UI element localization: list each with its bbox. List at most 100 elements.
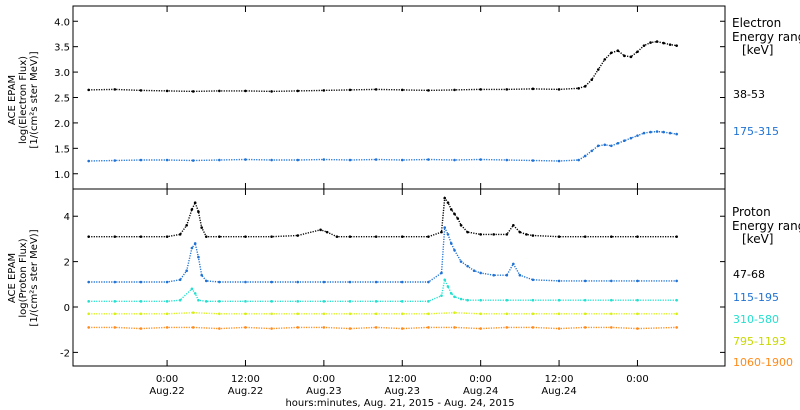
proton-series-2-point bbox=[557, 298, 561, 302]
proton-series-1-point bbox=[440, 271, 443, 275]
electron-ytick-label: 4.0 bbox=[54, 17, 70, 28]
proton-series-4-point bbox=[557, 327, 561, 330]
proton-series-2-point bbox=[374, 300, 378, 303]
electron-series-0-point bbox=[505, 88, 509, 91]
proton-legend-title-line2: Energy ranges bbox=[732, 219, 800, 233]
electron-series-0-point bbox=[675, 44, 678, 47]
proton-series-0-point bbox=[244, 235, 247, 238]
proton-series-4-point bbox=[191, 326, 195, 329]
x-axis-layer: 0:00Aug.2212:00Aug.220:00Aug.2312:00Aug.… bbox=[149, 374, 648, 397]
proton-series-0-point bbox=[325, 230, 329, 234]
proton-series-0-point bbox=[335, 235, 339, 238]
proton-series-0-point bbox=[636, 235, 639, 238]
proton-series-2-point bbox=[197, 298, 200, 302]
electron-series-1-point bbox=[603, 143, 607, 147]
proton-legend-310-580: 310-580 bbox=[733, 313, 779, 326]
proton-series-1-point bbox=[139, 280, 143, 284]
proton-series-4-point bbox=[270, 327, 273, 330]
proton-series-4-point bbox=[583, 326, 587, 329]
proton-series-0-point bbox=[466, 230, 469, 234]
proton-y-axis-title-line1: ACE EPAM bbox=[7, 253, 18, 303]
proton-series-2-point bbox=[583, 298, 587, 302]
electron-series-0-point bbox=[479, 88, 482, 91]
proton-series-4-point bbox=[165, 326, 169, 329]
proton-series-0-point bbox=[443, 196, 447, 200]
proton-legend-title-line3: [keV] bbox=[742, 232, 773, 246]
electron-legend-175-315: 175-315 bbox=[733, 125, 779, 138]
electron-series-0-point bbox=[322, 89, 326, 92]
proton-series-2-point bbox=[190, 287, 194, 291]
proton-series-0-point bbox=[583, 235, 587, 238]
electron-series-1-point bbox=[649, 130, 652, 134]
proton-y-axis-title: ACE EPAM log(Proton Flux) [1/(cm²s ster … bbox=[7, 229, 40, 326]
proton-series-3-point bbox=[322, 312, 326, 316]
proton-series-3-point bbox=[427, 312, 430, 316]
proton-series-0-point bbox=[440, 230, 443, 234]
proton-series-3-point bbox=[165, 312, 169, 316]
proton-series-0-point bbox=[675, 235, 678, 238]
proton-series-4-point bbox=[348, 327, 352, 330]
proton-series-4-point bbox=[218, 327, 221, 330]
proton-legend-1060-1900: 1060-1900 bbox=[733, 356, 793, 369]
proton-series-0-point bbox=[348, 235, 352, 238]
xtick-time-label: 12:00 bbox=[231, 374, 260, 385]
proton-series-2-point bbox=[466, 298, 469, 302]
xtick-date-label: Aug.22 bbox=[149, 386, 184, 397]
proton-series-2-point bbox=[675, 298, 678, 302]
xtick-time-label: 12:00 bbox=[388, 374, 417, 385]
proton-series-3-point bbox=[453, 311, 456, 314]
proton-series-2-point bbox=[400, 300, 404, 303]
xtick-date-label: Aug.24 bbox=[541, 386, 576, 397]
electron-ytick-label: 1.0 bbox=[54, 170, 70, 181]
proton-legend-title-line1: Proton bbox=[732, 205, 771, 219]
electron-series-0-point bbox=[610, 51, 613, 55]
proton-series-0-point bbox=[400, 235, 404, 238]
proton-series-4-point bbox=[427, 326, 430, 329]
electron-legend-title-line1: Electron bbox=[732, 16, 781, 30]
proton-plot-layer: -2 0 2 4 bbox=[60, 189, 725, 366]
proton-series-0-point bbox=[449, 208, 453, 211]
proton-series-0-point bbox=[427, 235, 430, 238]
electron-series-1-point bbox=[577, 158, 580, 162]
proton-series-2-point bbox=[505, 298, 509, 302]
proton-series-3-point bbox=[505, 312, 509, 316]
electron-series-1-point bbox=[427, 158, 430, 161]
electron-series-1-point bbox=[675, 132, 678, 136]
proton-series-3-point bbox=[348, 312, 352, 316]
electron-series-0-point bbox=[348, 88, 352, 92]
proton-series-0-point bbox=[492, 233, 496, 236]
proton-series-2-point bbox=[204, 300, 208, 303]
electron-series-1-point bbox=[400, 158, 404, 162]
proton-series-0-point bbox=[139, 235, 143, 238]
proton-series-0-point bbox=[218, 235, 221, 238]
electron-series-1-point bbox=[113, 159, 117, 162]
proton-series-1-point bbox=[270, 280, 273, 284]
proton-series-3-point bbox=[583, 312, 587, 316]
electron-series-0-point bbox=[616, 49, 620, 53]
proton-series-4-point bbox=[400, 327, 404, 330]
proton-series-3-point bbox=[87, 312, 90, 316]
electron-series-0-point bbox=[87, 88, 90, 92]
proton-series-1-point bbox=[193, 242, 197, 245]
proton-series-1-point bbox=[374, 280, 378, 284]
electron-series-0-point bbox=[531, 87, 535, 91]
electron-ytick-label: 2.0 bbox=[54, 119, 70, 130]
electron-series-0-point bbox=[596, 68, 600, 71]
proton-series-0-point bbox=[505, 233, 509, 236]
proton-series-2-point bbox=[453, 295, 456, 299]
proton-series-2-point bbox=[139, 300, 143, 303]
proton-series-1-point bbox=[531, 278, 535, 282]
electron-series-0-point bbox=[400, 88, 404, 92]
proton-series-4-point bbox=[531, 326, 535, 329]
proton-series-4-point bbox=[374, 326, 378, 329]
proton-series-2-point bbox=[348, 300, 352, 303]
proton-legend: Proton Energy ranges [keV] 47-68 115-195… bbox=[732, 205, 800, 369]
proton-series-1-point bbox=[185, 269, 188, 272]
proton-ytick-label: 0 bbox=[64, 303, 70, 314]
proton-series-1-point bbox=[453, 248, 456, 252]
proton-series-0-point bbox=[557, 235, 561, 238]
proton-series-0-point bbox=[185, 224, 188, 227]
electron-series-0-point bbox=[244, 89, 247, 93]
proton-series-4-point bbox=[453, 326, 456, 329]
